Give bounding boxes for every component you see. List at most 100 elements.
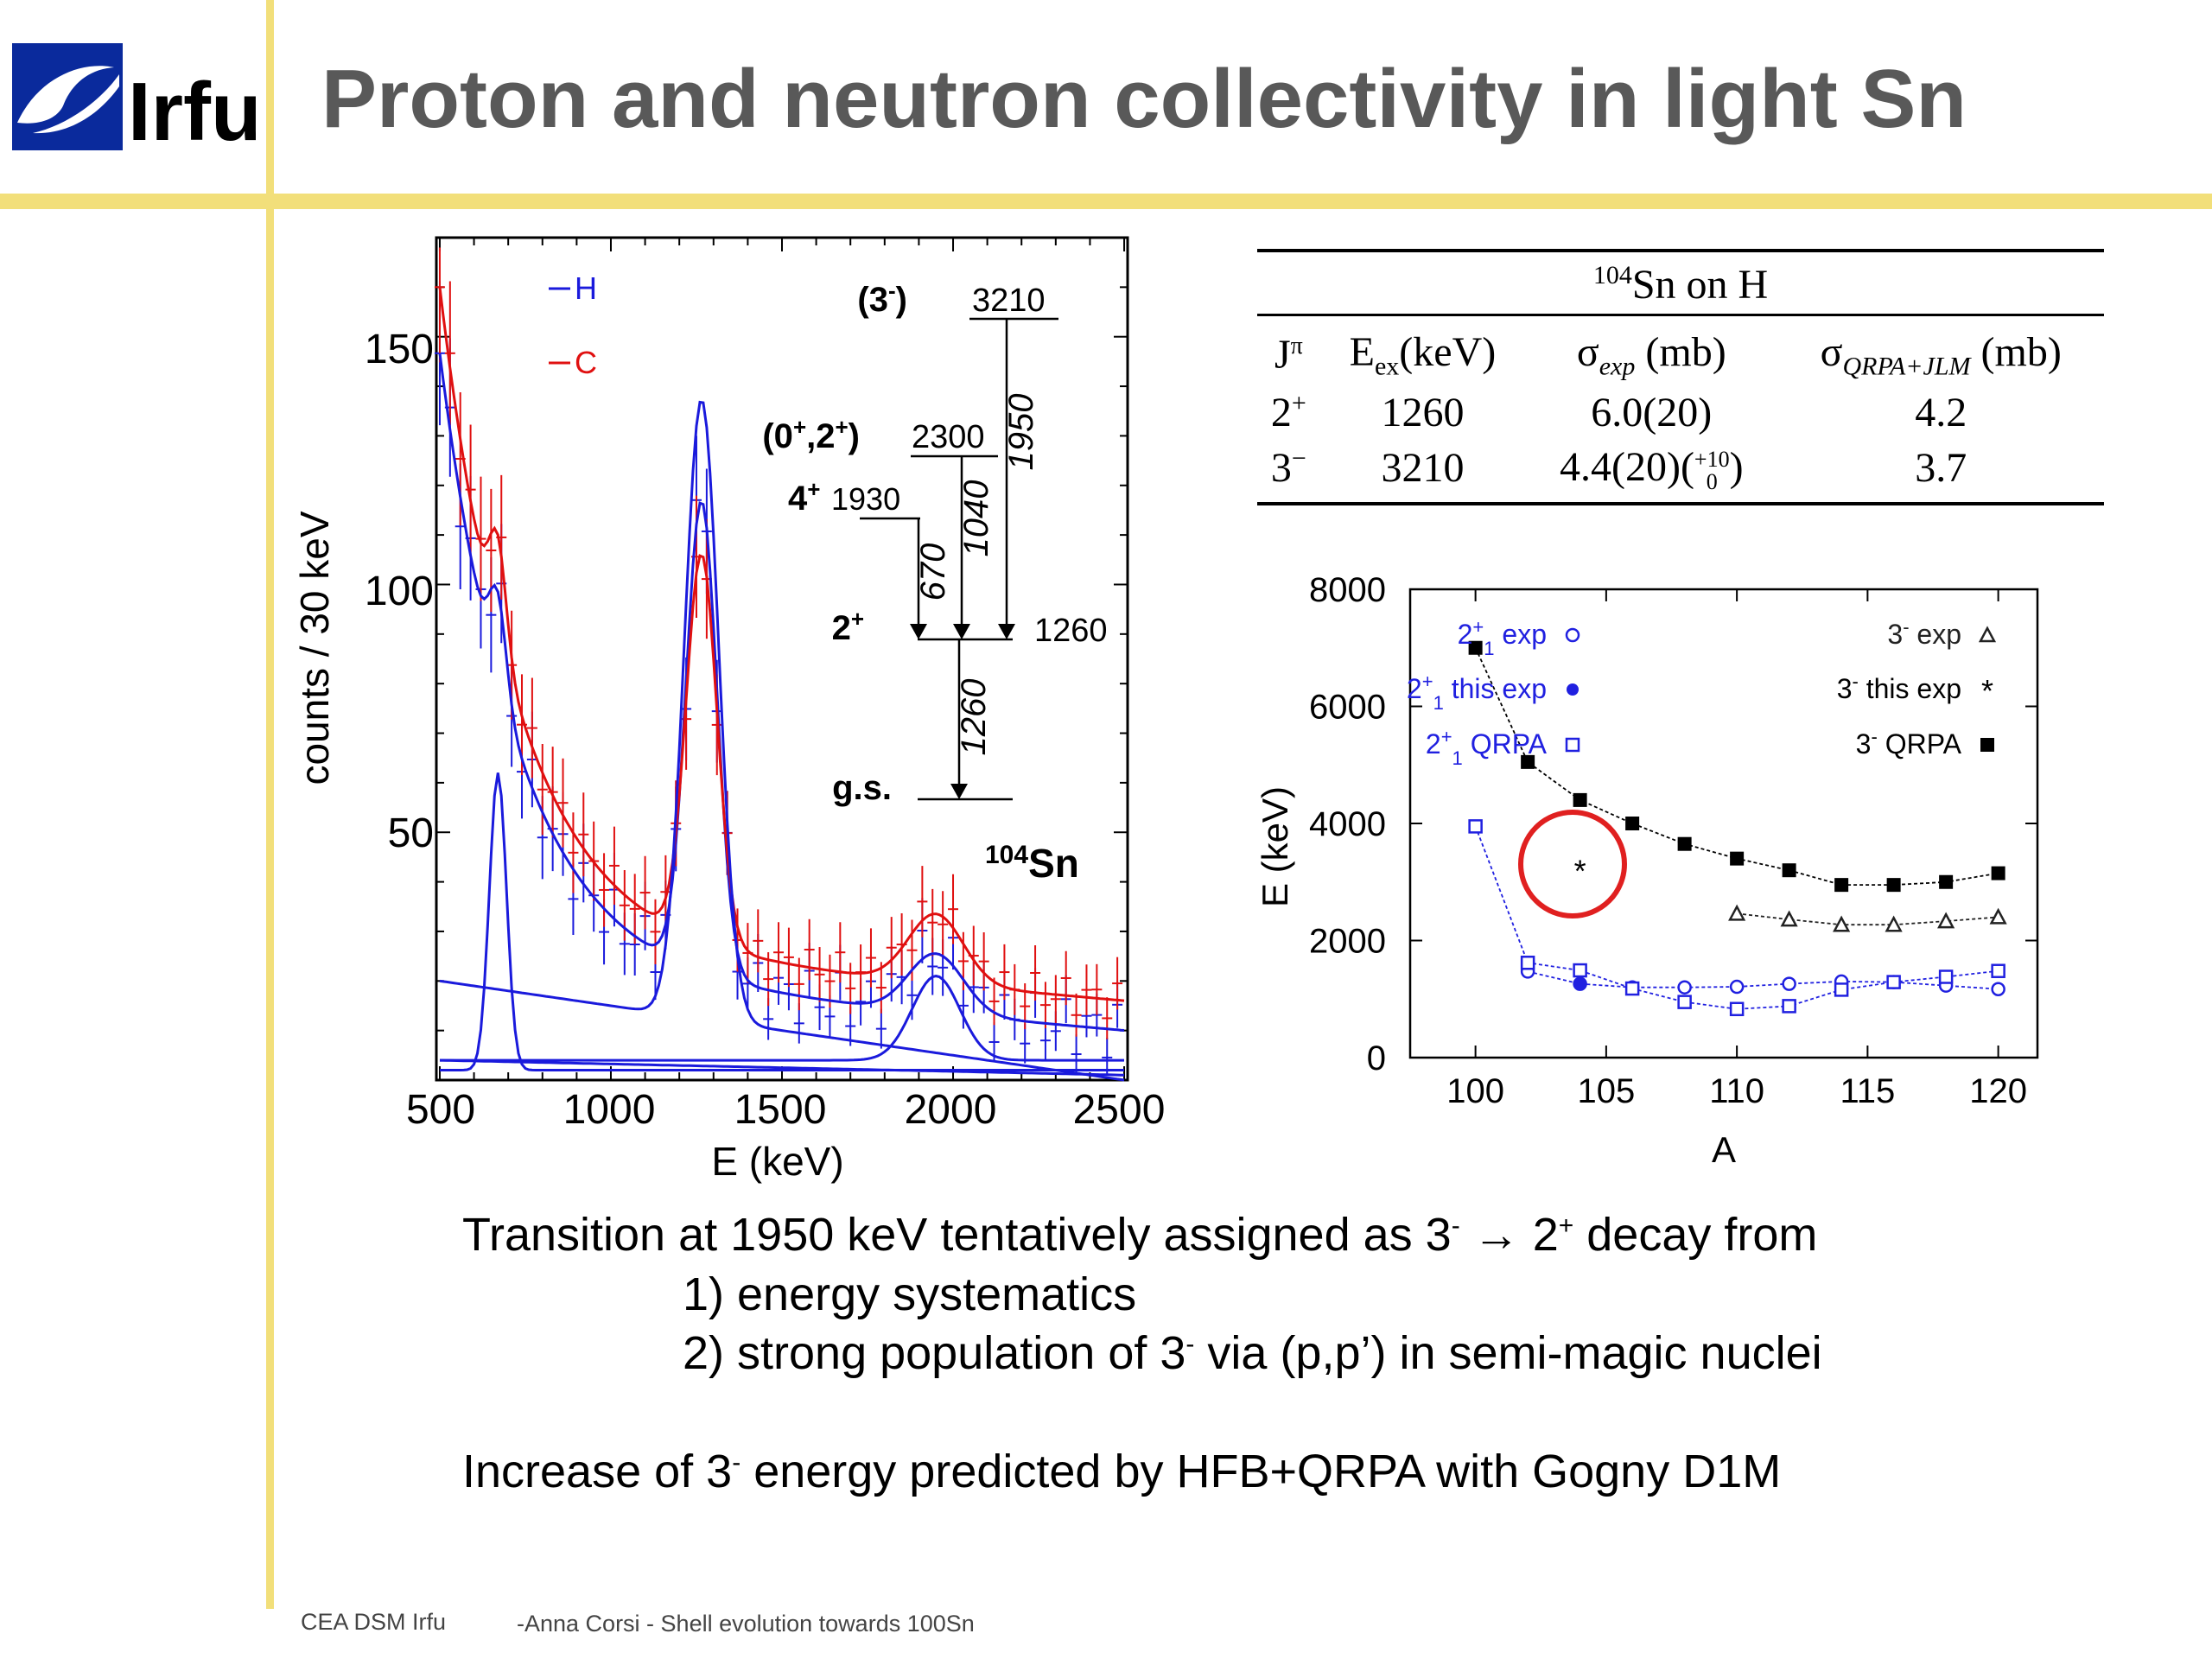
- nucleus-symbol: Sn: [1028, 841, 1079, 886]
- x-tick-label: 500: [406, 1087, 475, 1133]
- data-point: [1780, 910, 1798, 927]
- row-sigma-qrpa: 4.2: [1915, 389, 1967, 435]
- header-sigma-qrpa: σQRPA+JLM (mb): [1820, 329, 2062, 381]
- irfu-logo: Irfu: [12, 43, 256, 154]
- plot-y-label: E (keV): [1255, 786, 1295, 907]
- data-point: [1782, 976, 1796, 991]
- data-point: [1885, 915, 1903, 932]
- legend-marker: [1978, 626, 1997, 643]
- table-caption: 104Sn on H: [1257, 249, 2104, 316]
- gamma-spectrum-figure: 500 1000 1500 2000 2500 50 100 150 E (ke…: [294, 236, 1165, 1184]
- y-tick-label: 100: [365, 569, 434, 614]
- nucleus-label: 104Sn: [985, 841, 1079, 887]
- data-point: [1938, 969, 1954, 984]
- y-tick-label: 2000: [1309, 923, 1386, 961]
- spectrum-frame: [435, 236, 1129, 1082]
- y-tick-label: 4000: [1309, 805, 1386, 843]
- legend-label: 2+1 QRPA: [1426, 726, 1548, 769]
- legend-label: 2+1 this exp: [1407, 671, 1547, 714]
- data-point: [1937, 912, 1955, 929]
- data-point: [1573, 963, 1587, 978]
- level-2plus-spin: 2+: [832, 606, 864, 647]
- spectrum-x-label: E (keV): [711, 1139, 843, 1184]
- footer-talk: -Anna Corsi - Shell evolution towards 10…: [517, 1611, 975, 1637]
- plot-ticks: 100 105 110 115 120 0 2000 4000 6000 8000: [1309, 571, 2037, 1110]
- series-line: [1527, 970, 1999, 990]
- nucleus-mass: 104: [985, 841, 1028, 869]
- y-tick-label: 150: [365, 327, 434, 372]
- caption-mass: 104: [1592, 261, 1632, 289]
- spectrum-y-label: counts / 30 keV: [294, 511, 337, 785]
- legend-h: H: [575, 270, 597, 306]
- text-line-4: Increase of 3- energy predicted by HFB+Q…: [462, 1446, 1782, 1497]
- y-tick-label: 6000: [1309, 689, 1386, 727]
- level-1930-energy: 1930: [831, 481, 900, 517]
- row-j: 2+: [1270, 388, 1306, 435]
- y-tick-label: 50: [388, 810, 434, 856]
- data-point: [1730, 851, 1745, 866]
- legend-label: 3- QRPA: [1856, 726, 1962, 760]
- plot-series: *: [1468, 640, 2007, 1017]
- data-point: [1834, 982, 1849, 997]
- highlight-circle: [1518, 810, 1627, 918]
- level-scheme: [860, 317, 1058, 801]
- level-1260-energy: 1260: [1034, 613, 1108, 649]
- transition-1950: 1950: [1002, 394, 1040, 471]
- spectrum-curves: [434, 247, 1125, 1082]
- accent-horizontal-bar: [0, 194, 2212, 209]
- x-tick-label: 115: [1840, 1072, 1895, 1110]
- data-point: [1521, 754, 1535, 769]
- series-line: [1736, 912, 1999, 926]
- x-tick-label: 1000: [563, 1087, 656, 1133]
- data-point: [1677, 995, 1692, 1009]
- footer-org: CEA DSM Irfu: [301, 1609, 447, 1635]
- legend-marker: [1565, 737, 1580, 753]
- text-line-1: Transition at 1950 keV tentatively assig…: [462, 1209, 1818, 1261]
- row-energy: 1260: [1381, 389, 1465, 435]
- header-e: Eex(keV): [1349, 329, 1497, 381]
- spectrum-h-component: [439, 400, 1125, 1082]
- data-point: [1728, 904, 1746, 921]
- row-sigma-qrpa: 3.7: [1777, 439, 2104, 505]
- transition-670: 670: [914, 543, 952, 601]
- level-0plus2plus-spin: (0+,2+): [762, 414, 860, 455]
- header-sigma-exp: σexp (mb): [1576, 329, 1726, 381]
- data-point: [1468, 640, 1483, 655]
- data-point: [1729, 979, 1745, 995]
- data-point: [1624, 981, 1640, 996]
- x-tick-label: 110: [1709, 1072, 1764, 1110]
- row-sigma-exp: 4.4(20)(+10 0): [1525, 439, 1778, 505]
- data-point: [1573, 977, 1586, 990]
- transition-1040: 1040: [957, 480, 995, 557]
- text-line-2: 1) energy systematics: [683, 1268, 1137, 1320]
- spectrum-c-fit: [438, 287, 1125, 1002]
- data-point: [1729, 1001, 1745, 1017]
- level-3minus-spin: (3-): [857, 277, 907, 319]
- energy-systematics-chart: 100 105 110 115 120 0 2000 4000 6000 8000 * 2+1 e…: [1255, 571, 2039, 1170]
- row-sigma-exp: 6.0(20): [1591, 389, 1713, 435]
- x-tick-label: 1500: [734, 1087, 827, 1133]
- data-point: [1625, 817, 1640, 830]
- series-line: [1474, 826, 1999, 1010]
- data-point: [1991, 866, 2005, 880]
- data-point: [1834, 878, 1849, 893]
- data-point: [1468, 819, 1483, 834]
- level-3210-energy: 3210: [972, 283, 1046, 319]
- plot-x-label: A: [1712, 1129, 1736, 1170]
- x-tick-label: 120: [1969, 1072, 2027, 1110]
- spectrum-h-component: [440, 975, 1124, 1062]
- spectrum-h-background: [440, 1058, 1125, 1077]
- level-gs-label: g.s.: [832, 769, 892, 807]
- data-point: [1991, 963, 2005, 978]
- y-tick-label: 8000: [1309, 571, 1386, 609]
- logo-text: Irfu: [128, 66, 256, 154]
- legend-c: C: [575, 345, 597, 380]
- row-j: 3−: [1257, 439, 1320, 505]
- x-tick-label: 100: [1446, 1072, 1504, 1110]
- data-point: [1573, 792, 1587, 807]
- legend-marker: [1980, 738, 1994, 752]
- data-point: [1677, 836, 1692, 851]
- legend-label: 2+1 exp: [1458, 616, 1547, 659]
- legend-label: 3- this exp: [1837, 671, 1961, 705]
- cross-section-table: 104Sn on H Jπ Eex(keV) σexp (mb) σQRPA+J…: [1257, 249, 2104, 505]
